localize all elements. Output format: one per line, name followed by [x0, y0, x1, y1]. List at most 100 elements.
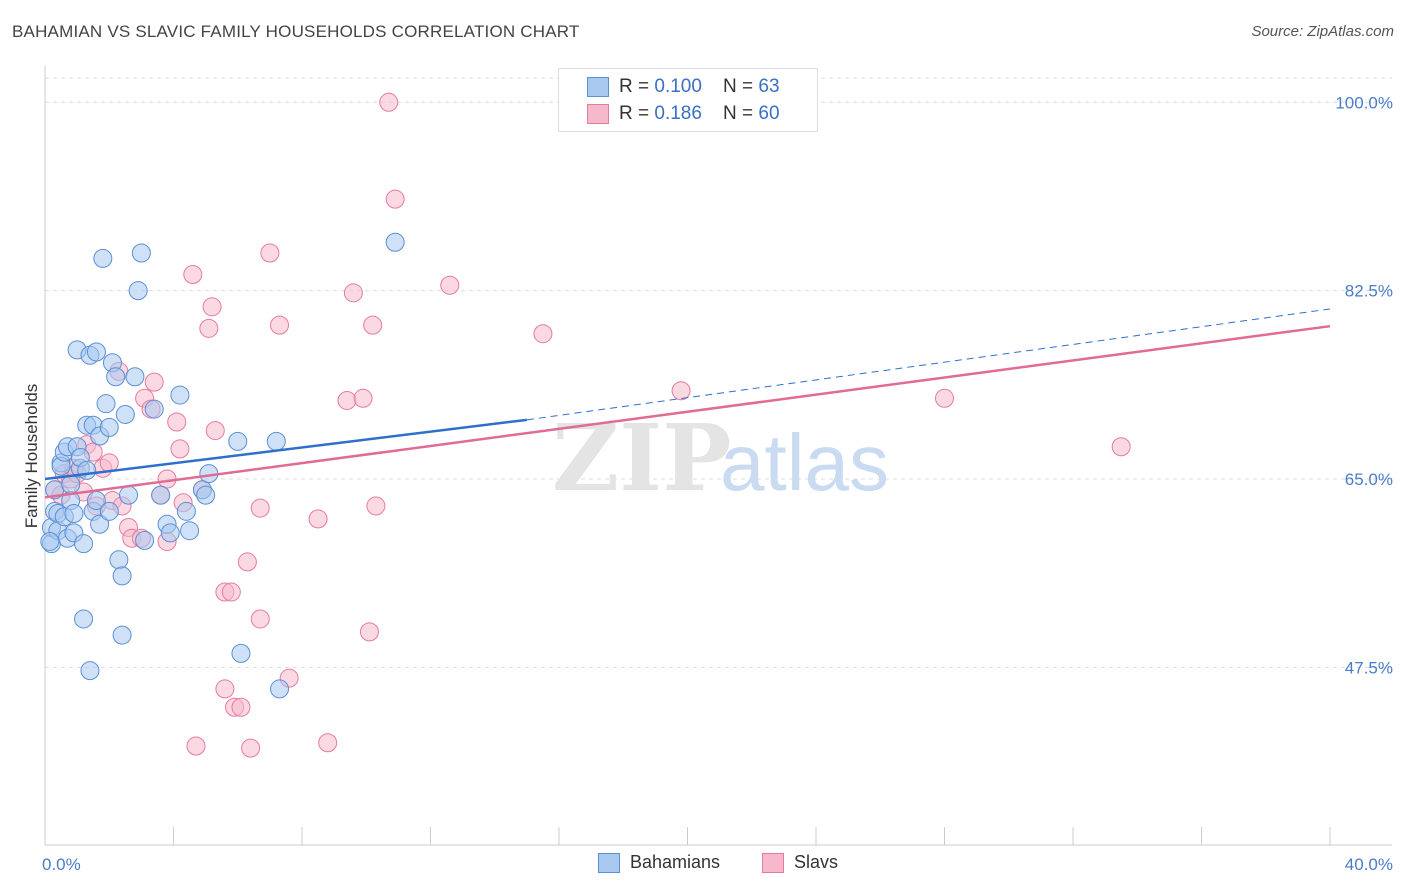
bahamians-point	[99, 417, 119, 437]
axes	[44, 66, 1392, 846]
bahamians-point	[228, 431, 248, 451]
bahamians-point	[128, 281, 148, 301]
legend-swatch-bahamians	[598, 852, 620, 873]
bahamians-point	[270, 679, 290, 699]
legend-r-value: 0.100	[654, 76, 702, 97]
slavs-point	[241, 738, 261, 758]
slavs-point	[308, 509, 328, 529]
legend-n-label: N =	[723, 103, 759, 124]
legend-n-value: 63	[758, 76, 780, 97]
y-tick-label: 47.5%	[1345, 658, 1393, 677]
bahamians-point	[151, 485, 171, 505]
bahamians-point	[106, 367, 126, 387]
stats-legend: R = 0.100 N = 63 R = 0.186 N = 60	[558, 68, 818, 132]
bahamians-point	[40, 531, 60, 551]
slavs-point	[167, 412, 187, 432]
watermark-atlas: atlas	[720, 418, 889, 507]
slavs-point	[363, 315, 383, 335]
bahamians-point	[64, 503, 84, 523]
slavs-point	[533, 324, 553, 344]
legend-swatch-slavs	[587, 104, 609, 124]
slavs-point	[250, 498, 270, 518]
chart-title: BAHAMIAN VS SLAVIC FAMILY HOUSEHOLDS COR…	[12, 22, 580, 41]
bahamians-point	[80, 661, 100, 681]
legend-item-bahamians: Bahamians	[598, 852, 720, 873]
slavs-point	[221, 582, 241, 602]
bahamians-point	[125, 367, 145, 387]
bahamians-point	[266, 431, 286, 451]
bahamians-point	[86, 342, 106, 362]
slavs-point	[186, 736, 206, 756]
slavs-point	[671, 381, 691, 401]
slavs-point	[270, 315, 290, 335]
slavs-trend-line	[44, 324, 1331, 499]
legend-label-bahamians: Bahamians	[630, 852, 721, 872]
slavs-point	[385, 189, 405, 209]
x-tick-label: 0.0%	[42, 855, 81, 874]
bahamians-point	[119, 485, 139, 505]
slavs-point	[237, 552, 257, 572]
bahamians-point	[112, 625, 132, 645]
bahamians-point	[170, 385, 190, 405]
bahamians-point	[112, 566, 132, 586]
slavs-point	[215, 679, 235, 699]
grid-lines	[45, 77, 1392, 668]
slavs-point	[250, 609, 270, 629]
slavs-point	[366, 496, 386, 516]
slavs-point	[935, 388, 954, 408]
slavs-point	[353, 388, 373, 408]
slavs-point	[337, 390, 357, 410]
legend-n-value: 60	[758, 103, 780, 124]
slavs-point	[260, 243, 280, 263]
legend-item-slavs: Slavs	[762, 852, 838, 873]
y-tick-label: 82.5%	[1345, 282, 1393, 301]
bahamians-point	[385, 232, 405, 252]
bahamians-point	[115, 404, 135, 424]
slavs-point	[183, 265, 203, 285]
slavs-point	[359, 622, 379, 642]
slavs-point	[440, 275, 460, 295]
bahamians-point	[90, 514, 110, 534]
bahamians-point	[135, 530, 155, 550]
legend-swatch-bahamians	[587, 77, 609, 97]
legend-r-value: 0.186	[654, 103, 702, 124]
slavs-point	[205, 421, 225, 441]
slavs-point	[1111, 437, 1131, 457]
bahamians-point	[180, 521, 200, 541]
tick-labels: 47.5% 65.0% 82.5% 100.0% 0.0% 40.0%	[42, 93, 1393, 874]
slavs-point	[379, 92, 399, 112]
y-axis-label: Family Households	[22, 384, 41, 529]
bahamians-point	[96, 394, 116, 414]
bahamians-point	[131, 243, 151, 263]
slavs-point	[343, 283, 363, 303]
bahamians-trend-extension	[526, 308, 1331, 421]
bahamians-point	[144, 399, 164, 419]
y-tick-label: 100.0%	[1335, 93, 1393, 112]
slavs-point	[144, 372, 164, 392]
legend-r-label: R =	[619, 103, 655, 124]
bahamians-trend-line	[44, 418, 528, 481]
bahamians-point	[196, 485, 216, 505]
legend-r-label: R =	[619, 76, 655, 97]
y-tick-label: 65.0%	[1345, 470, 1393, 489]
bahamians-point	[109, 550, 129, 570]
trend-lines	[44, 308, 1331, 499]
bahamians-point	[77, 460, 97, 480]
bahamians-point	[160, 523, 180, 543]
bahamians-point	[176, 501, 196, 521]
bahamians-point	[74, 534, 94, 554]
watermark-zip: ZIP	[552, 404, 731, 512]
slavs-point	[199, 318, 219, 338]
x-tick-label: 40.0%	[1345, 855, 1393, 874]
bahamians-point	[99, 501, 119, 521]
bahamians-point	[61, 474, 81, 494]
source-credit: Source: ZipAtlas.com	[1251, 23, 1394, 40]
legend-label-slavs: Slavs	[794, 852, 839, 872]
slavs-point	[231, 697, 251, 717]
bahamians-point	[93, 248, 113, 268]
slavs-point	[202, 297, 222, 317]
legend-swatch-slavs	[762, 852, 784, 873]
slavs-point	[170, 439, 190, 459]
bahamians-point	[74, 609, 94, 629]
